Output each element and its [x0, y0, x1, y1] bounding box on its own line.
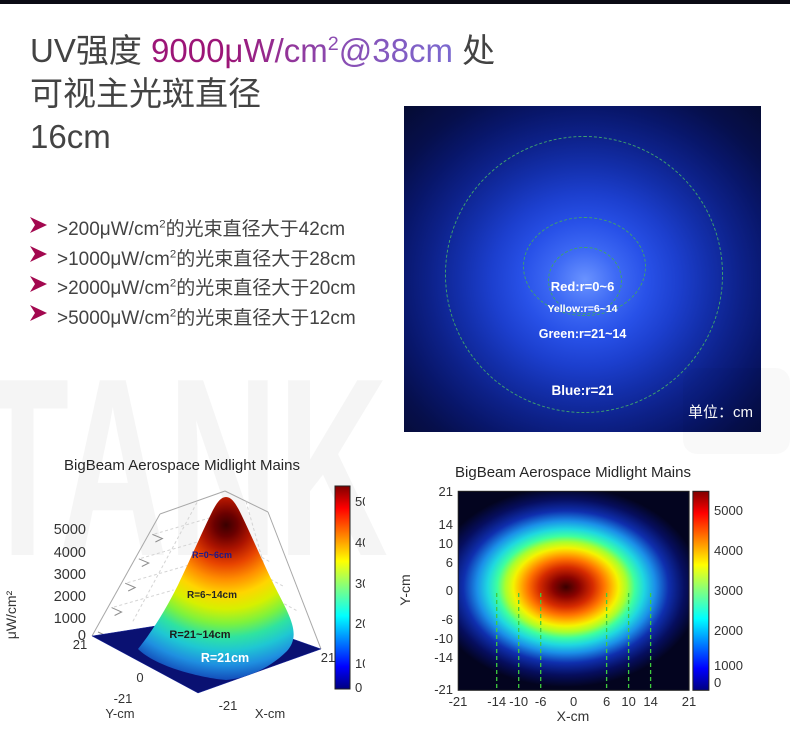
svg-text:21: 21: [682, 694, 696, 709]
svg-text:4000: 4000: [714, 543, 743, 558]
svg-text:5000: 5000: [714, 503, 743, 518]
svg-text:0: 0: [714, 675, 721, 690]
svg-text:R=21cm: R=21cm: [201, 651, 249, 665]
svg-text:4000: 4000: [355, 535, 365, 550]
svg-text:-21: -21: [219, 698, 238, 713]
svg-text:Y-cm: Y-cm: [105, 706, 134, 721]
svg-text:1000: 1000: [355, 656, 365, 671]
svg-text:5000: 5000: [355, 494, 365, 509]
svg-text:21: 21: [321, 650, 335, 665]
svg-text:3000: 3000: [355, 576, 365, 591]
svg-text:6: 6: [446, 555, 453, 570]
svg-text:-21: -21: [114, 691, 133, 706]
svg-text:6: 6: [603, 694, 610, 709]
svg-text:2000: 2000: [54, 589, 86, 605]
svg-text:14: 14: [439, 517, 453, 532]
svg-text:0: 0: [136, 670, 143, 685]
svg-text:-14: -14: [487, 694, 506, 709]
svg-text:X-cm: X-cm: [255, 706, 285, 721]
svg-text:14: 14: [643, 694, 657, 709]
svg-text:BigBeam Aerospace Midlight Mai: BigBeam Aerospace Midlight Mains: [64, 457, 300, 474]
svg-text:3000: 3000: [54, 567, 86, 583]
svg-text:2000: 2000: [714, 623, 743, 638]
svg-text:-10: -10: [509, 694, 528, 709]
svg-text:-10: -10: [434, 631, 453, 646]
svg-text:0: 0: [355, 680, 362, 695]
svg-text:1000: 1000: [714, 658, 743, 673]
svg-text:21: 21: [73, 637, 87, 652]
svg-text:0: 0: [446, 583, 453, 598]
svg-text:10: 10: [621, 694, 635, 709]
svg-text:X-cm: X-cm: [557, 708, 590, 724]
svg-text:-14: -14: [434, 650, 453, 665]
svg-text:R=21~14cm: R=21~14cm: [169, 629, 230, 641]
svg-text:R=6~14cm: R=6~14cm: [187, 590, 237, 601]
svg-text:Y-cm: Y-cm: [397, 574, 413, 605]
svg-text:-6: -6: [535, 694, 547, 709]
svg-text:1000: 1000: [54, 611, 86, 627]
svg-text:21: 21: [439, 484, 453, 499]
svg-text:-21: -21: [449, 694, 468, 709]
svg-text:BigBeam Aerospace Midlight Mai: BigBeam Aerospace Midlight Mains: [455, 464, 691, 481]
svg-text:-6: -6: [441, 612, 453, 627]
svg-text:2000: 2000: [355, 616, 365, 631]
svg-text:0: 0: [570, 694, 577, 709]
svg-text:5000: 5000: [54, 522, 86, 538]
svg-text:R=0~6cm: R=0~6cm: [192, 550, 232, 560]
svg-text:μW/cm²: μW/cm²: [3, 590, 19, 639]
svg-text:10: 10: [439, 536, 453, 551]
svg-text:4000: 4000: [54, 545, 86, 561]
svg-text:3000: 3000: [714, 583, 743, 598]
